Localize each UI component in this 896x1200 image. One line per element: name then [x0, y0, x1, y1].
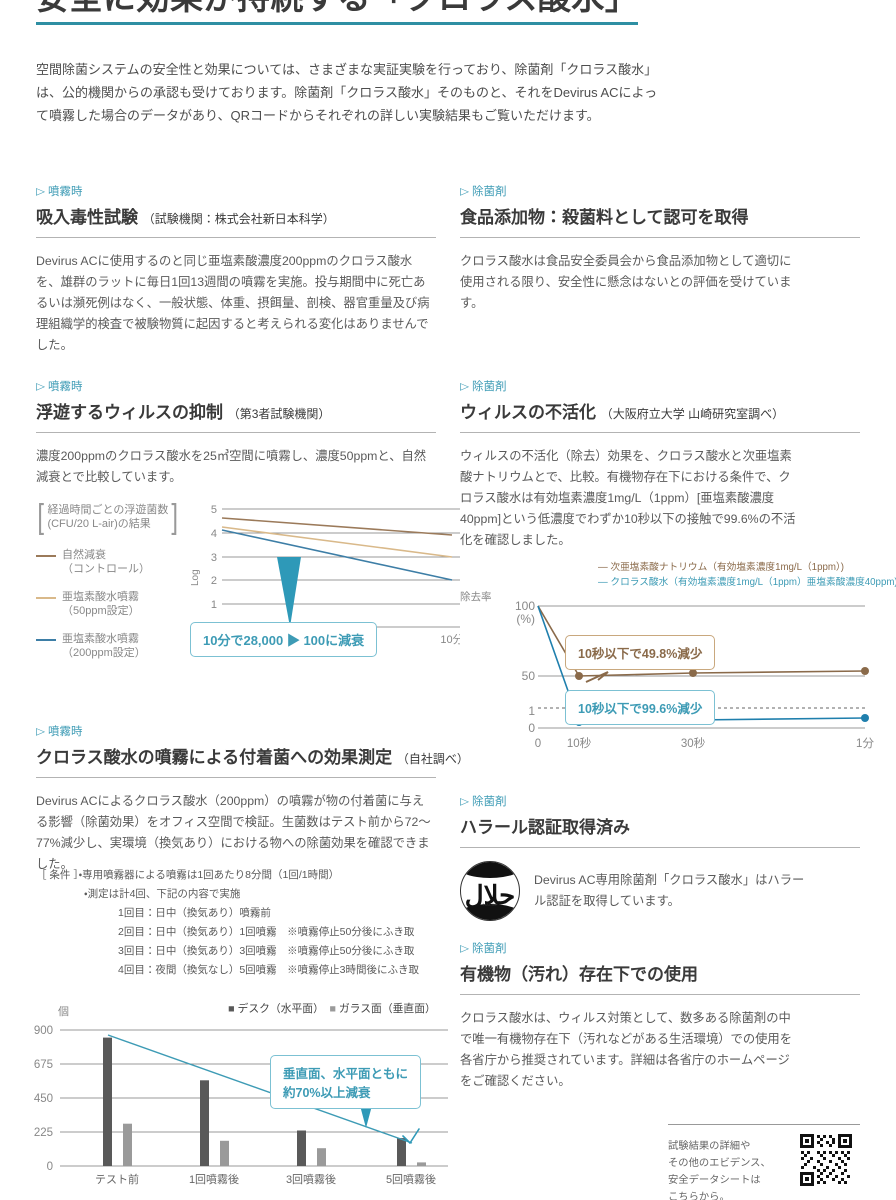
svg-text:(%): (%)	[516, 612, 535, 626]
svg-text:4: 4	[211, 528, 217, 540]
svg-text:5: 5	[211, 504, 217, 516]
svg-text:5回噴霧後: 5回噴霧後	[386, 1172, 436, 1186]
svg-text:3回噴霧後: 3回噴霧後	[286, 1172, 336, 1186]
svg-text:675: 675	[34, 1059, 53, 1071]
svg-text:0: 0	[47, 1161, 53, 1173]
svg-text:30秒: 30秒	[681, 736, 706, 750]
svg-text:225: 225	[34, 1127, 53, 1139]
svg-text:0: 0	[535, 738, 541, 750]
svg-text:450: 450	[34, 1093, 53, 1105]
svg-text:テスト前: テスト前	[95, 1172, 139, 1186]
svg-text:1分: 1分	[856, 737, 874, 750]
svg-text:900: 900	[34, 1025, 53, 1037]
svg-text:10秒: 10秒	[567, 736, 592, 750]
svg-text:50: 50	[522, 669, 536, 683]
svg-text:1回噴霧後: 1回噴霧後	[189, 1172, 239, 1186]
svg-text:1: 1	[211, 599, 217, 611]
svg-text:0: 0	[528, 721, 535, 735]
svg-text:1: 1	[528, 704, 535, 718]
svg-text:3: 3	[211, 552, 217, 564]
svg-text:2: 2	[211, 575, 217, 587]
svg-text:Log: Log	[190, 569, 201, 586]
